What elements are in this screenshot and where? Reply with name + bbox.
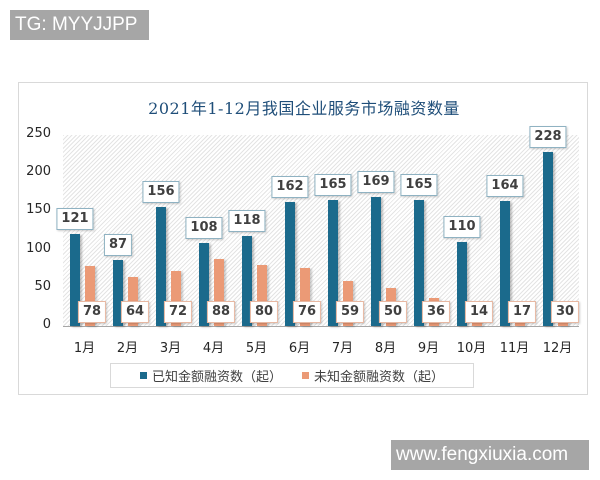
legend-label-known: 已知金额融资数（起） bbox=[151, 370, 282, 385]
data-label-unknown: 14 bbox=[464, 301, 494, 323]
data-label-unknown: 78 bbox=[77, 301, 107, 323]
y-tick-label: 100 bbox=[26, 240, 51, 256]
x-tick-label: 9月 bbox=[417, 341, 440, 356]
data-label-known: 169 bbox=[357, 170, 395, 193]
data-label-known: 110 bbox=[443, 215, 481, 238]
legend-item-unknown: 未知金额融资数（起） bbox=[302, 366, 444, 385]
chart-title: 2021年1-12月我国企业服务市场融资数量 bbox=[148, 99, 460, 118]
bar-known bbox=[500, 200, 510, 326]
x-tick-label: 11月 bbox=[499, 341, 530, 356]
data-label-known: 228 bbox=[529, 125, 567, 148]
legend-swatch-known-icon bbox=[139, 372, 147, 379]
data-label-known: 121 bbox=[56, 207, 94, 230]
watermark-top: TG: MYYJJPP bbox=[10, 10, 149, 40]
bar-known bbox=[371, 196, 381, 326]
bar-known bbox=[70, 233, 80, 326]
chart-frame: 2021年1-12月我国企业服务市场融资数量 0 50 100 150 200 250 1… bbox=[18, 82, 588, 395]
data-label-unknown: 17 bbox=[507, 301, 537, 323]
bar-unknown bbox=[214, 258, 224, 326]
legend: 已知金额融资数（起） 未知金额融资数（起） bbox=[110, 363, 474, 388]
x-tick-label: 6月 bbox=[288, 341, 311, 356]
bar-known bbox=[242, 235, 252, 326]
y-tick-label: 50 bbox=[34, 278, 51, 294]
bar-known bbox=[156, 206, 166, 326]
bar-unknown bbox=[171, 270, 181, 326]
data-label-unknown: 72 bbox=[163, 301, 193, 323]
data-label-known: 108 bbox=[185, 217, 223, 240]
legend-label-unknown: 未知金额融资数（起） bbox=[314, 370, 445, 385]
bar-known bbox=[543, 151, 553, 326]
data-label-known: 87 bbox=[103, 233, 133, 256]
data-label-unknown: 59 bbox=[335, 301, 365, 323]
x-tick-label: 5月 bbox=[245, 341, 268, 356]
bar-unknown bbox=[85, 266, 95, 326]
x-tick-label: 10月 bbox=[456, 341, 487, 356]
x-tick-label: 3月 bbox=[159, 341, 182, 356]
x-tick-label: 12月 bbox=[542, 341, 573, 356]
x-tick-label: 7月 bbox=[331, 341, 354, 356]
bar-known bbox=[199, 243, 209, 326]
bar-unknown bbox=[257, 264, 267, 326]
bar-known bbox=[414, 199, 424, 326]
data-label-known: 118 bbox=[228, 209, 266, 232]
data-label-unknown: 76 bbox=[292, 301, 322, 323]
data-label-unknown: 36 bbox=[421, 301, 451, 323]
plot-area bbox=[63, 135, 579, 326]
data-label-unknown: 50 bbox=[378, 301, 408, 323]
bar-known bbox=[328, 199, 338, 326]
data-label-unknown: 80 bbox=[249, 301, 279, 323]
data-label-known: 156 bbox=[142, 180, 180, 203]
x-tick-label: 8月 bbox=[374, 341, 397, 356]
y-tick-label: 150 bbox=[26, 202, 51, 218]
x-tick-label: 1月 bbox=[73, 341, 96, 356]
y-tick-label: 0 bbox=[42, 317, 51, 332]
data-label-unknown: 88 bbox=[206, 301, 236, 323]
data-label-known: 165 bbox=[314, 173, 352, 196]
bar-known bbox=[285, 202, 295, 326]
y-tick-label: 200 bbox=[26, 164, 51, 180]
x-tick-label: 2月 bbox=[116, 341, 139, 356]
data-label-known: 164 bbox=[486, 174, 524, 197]
data-label-known: 162 bbox=[271, 176, 309, 199]
bar-unknown bbox=[300, 267, 310, 326]
x-tick-label: 4月 bbox=[202, 341, 225, 356]
bar-known bbox=[457, 241, 467, 326]
data-label-known: 165 bbox=[400, 173, 438, 196]
data-label-unknown: 30 bbox=[550, 301, 580, 323]
data-label-unknown: 64 bbox=[120, 301, 150, 323]
y-tick-label: 250 bbox=[26, 126, 51, 141]
watermark-bottom: www.fengxiuxia.com bbox=[391, 440, 589, 470]
bar-known bbox=[113, 259, 123, 326]
x-axis-line bbox=[63, 326, 579, 327]
legend-swatch-unknown-icon bbox=[302, 372, 309, 379]
legend-item-known: 已知金额融资数（起） bbox=[139, 366, 282, 385]
